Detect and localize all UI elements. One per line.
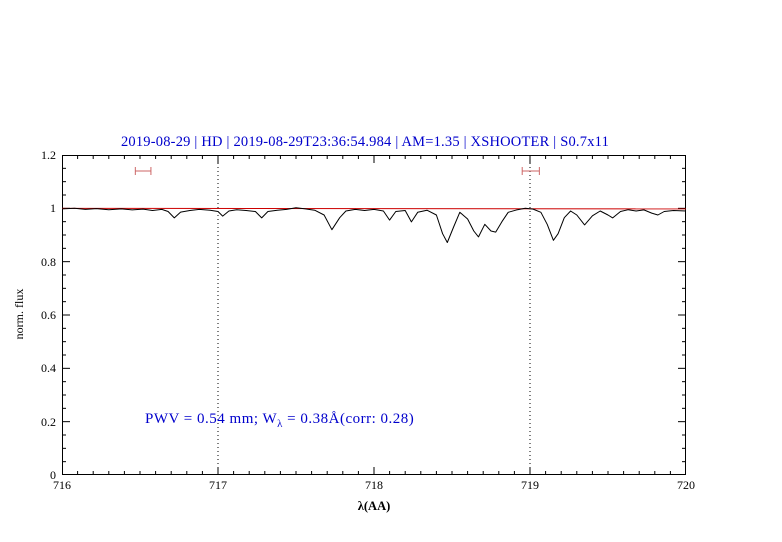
y-tick-label: 0.4	[41, 361, 56, 376]
pwv-annotation: PWV = 0.54 mm; Wλ = 0.38Å(corr: 0.28)	[145, 411, 414, 430]
annotation-prefix: PWV = 0.54 mm; W	[145, 411, 278, 427]
annotation-lambda-subscript: λ	[277, 418, 283, 430]
x-tick-label: 717	[209, 478, 227, 492]
y-tick-label: 1	[50, 201, 56, 216]
y-tick-label: 0.2	[41, 414, 56, 429]
plot-title: 2019-08-29 | HD | 2019-08-29T23:36:54.98…	[120, 134, 610, 150]
y-tick-label: 1.2	[41, 148, 56, 162]
x-axis-label: λ(AA)	[357, 499, 391, 513]
continuum-line	[62, 207, 686, 210]
x-tick-label: 719	[521, 478, 539, 492]
y-tick-label: 0	[50, 468, 56, 482]
spectrum-line	[62, 207, 686, 243]
y-tick-label: 0.8	[41, 254, 56, 269]
x-tick-label: 716	[53, 478, 71, 492]
x-tick-label: 718	[365, 478, 383, 492]
x-tick-label: 720	[677, 478, 695, 492]
y-tick-label: 0.6	[41, 308, 56, 322]
plot-area	[62, 155, 686, 475]
annotation-suffix: = 0.38Å(corr: 0.28)	[282, 411, 415, 427]
